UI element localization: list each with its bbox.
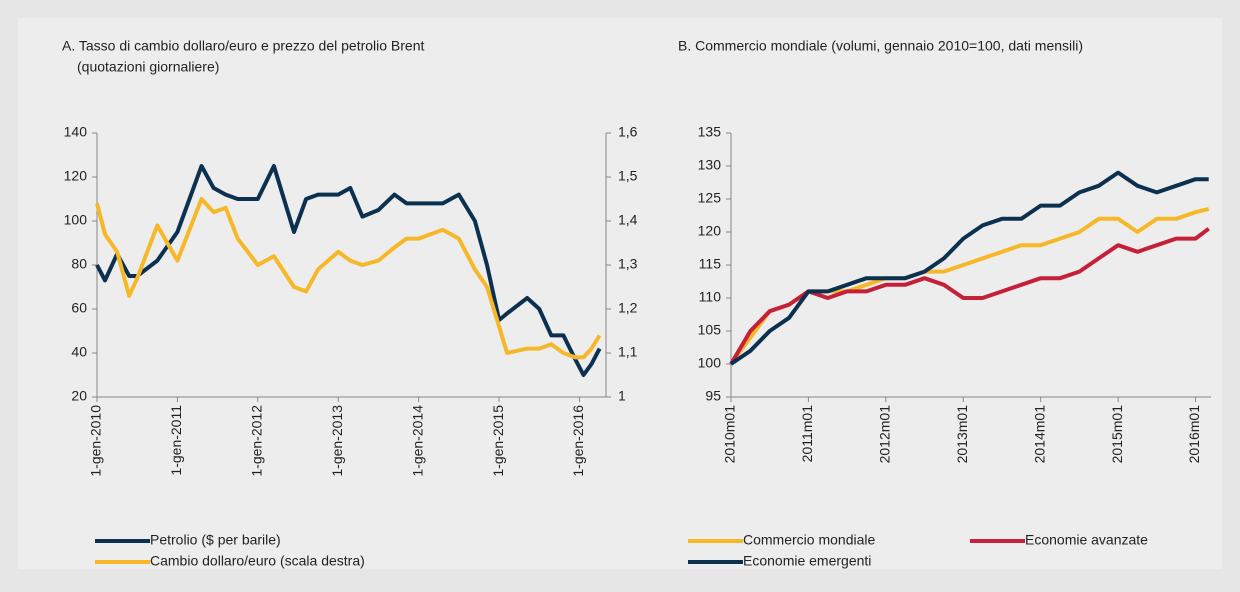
y2-tick-label: 1,1 — [618, 344, 638, 360]
y-tick-label: 40 — [71, 344, 87, 360]
chart-subtitle: (quotazioni giornaliere) — [77, 59, 219, 75]
series-line — [95, 164, 602, 377]
legend-label: Cambio dollaro/euro (scala destra) — [150, 553, 365, 569]
x-tick-label: 2011m01 — [799, 405, 815, 463]
x-tick-label: 1-gen-2015 — [490, 405, 506, 477]
legend-label: Petrolio ($ per barile) — [150, 532, 281, 548]
y-tick-label: 130 — [698, 157, 722, 173]
x-tick-label: 1-gen-2013 — [329, 405, 345, 477]
y2-tick-label: 1,6 — [618, 124, 638, 140]
y-tick-label: 100 — [698, 355, 722, 371]
x-tick-label: 2010m01 — [722, 405, 738, 464]
y-tick-label: 105 — [698, 322, 722, 338]
y2-tick-label: 1,4 — [618, 212, 638, 228]
y-tick-label: 120 — [64, 168, 88, 184]
x-tick-label: 2014m01 — [1031, 405, 1047, 464]
y-tick-label: 95 — [705, 388, 721, 404]
y-tick-label: 60 — [71, 300, 87, 316]
y-tick-label: 135 — [698, 124, 722, 140]
x-tick-label: 2013m01 — [954, 405, 970, 464]
x-tick-label: 2016m01 — [1186, 405, 1202, 464]
legend-label: Economie emergenti — [743, 553, 871, 569]
panel-background — [18, 18, 1222, 569]
x-tick-label: 2015m01 — [1109, 405, 1125, 464]
y2-tick-label: 1 — [618, 388, 626, 404]
chart-title: B. Commercio mondiale (volumi, gennaio 2… — [678, 38, 1083, 54]
x-tick-label: 1-gen-2016 — [570, 405, 586, 477]
y-tick-label: 115 — [699, 256, 722, 272]
y-tick-label: 20 — [71, 388, 87, 404]
y-tick-label: 120 — [698, 223, 722, 239]
y-tick-label: 125 — [698, 190, 722, 206]
y2-tick-label: 1,2 — [618, 300, 638, 316]
x-tick-label: 1-gen-2014 — [409, 405, 425, 477]
y-tick-label: 100 — [64, 212, 88, 228]
x-tick-label: 1-gen-2012 — [249, 405, 265, 477]
y2-tick-label: 1,5 — [618, 168, 638, 184]
x-tick-label: 1-gen-2010 — [88, 405, 104, 477]
y-tick-label: 110 — [699, 289, 722, 305]
legend-label: Economie avanzate — [1025, 532, 1148, 548]
series-line — [729, 170, 1209, 366]
series-line — [95, 197, 602, 360]
y-tick-label: 140 — [64, 124, 88, 140]
x-tick-label: 1-gen-2011 — [168, 405, 184, 476]
chart-title: A. Tasso di cambio dollaro/euro e prezzo… — [62, 38, 424, 54]
y2-tick-label: 1,3 — [618, 256, 638, 272]
x-tick-label: 2012m01 — [877, 405, 893, 464]
y-tick-label: 80 — [71, 256, 87, 272]
legend-label: Commercio mondiale — [743, 532, 875, 548]
